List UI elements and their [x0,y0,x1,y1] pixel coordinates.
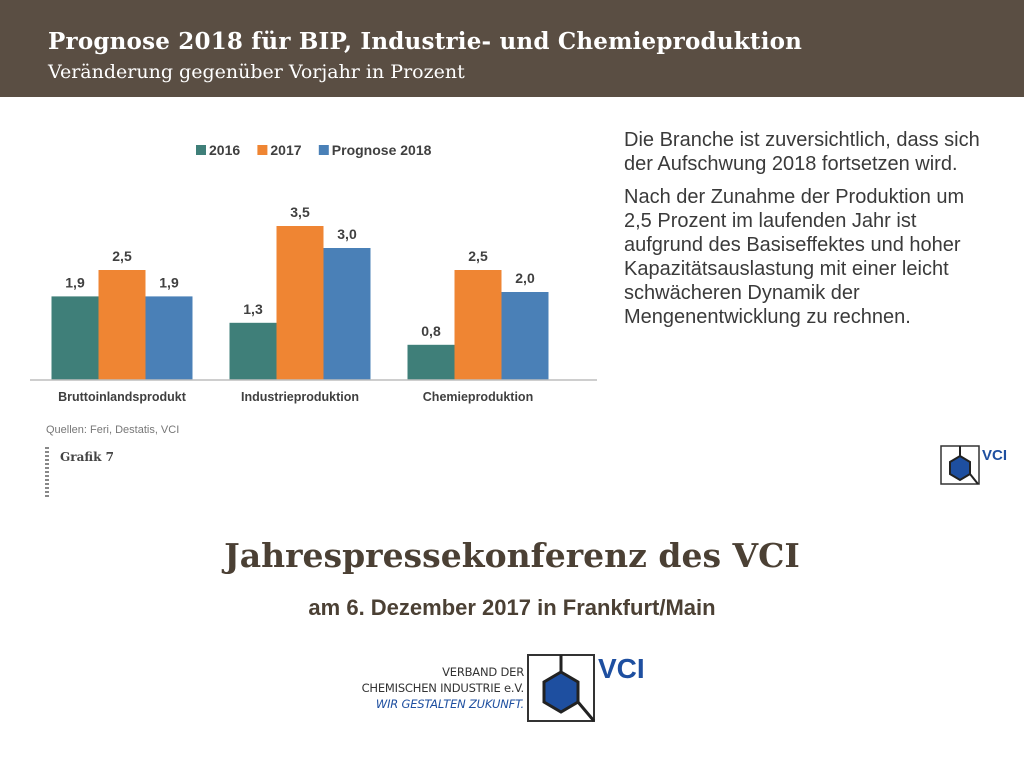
legend-swatch-1 [257,145,268,155]
data-label-0-1: 2,5 [112,248,132,264]
legend-swatch-0 [196,145,206,155]
bar-2-0 [407,344,455,380]
bar-0-0 [51,296,99,380]
category-label-1: Industrieproduktion [241,390,359,404]
data-label-1-1: 3,5 [290,204,310,220]
org-line-2: CHEMISCHEN INDUSTRIE e.V. [361,681,525,695]
org-line-1: VERBAND DER [442,665,524,679]
bar-chart: 2016 2017 Prognose 2018 1,9 2,5 1,9 Bruttoinla… [30,142,597,404]
bar-0-2 [145,296,193,380]
bar-2-2 [501,292,549,380]
data-label-0-0: 1,9 [65,274,85,290]
data-label-1-0: 1,3 [243,301,263,317]
slide-subtitle: Veränderung gegenüber Vorjahr in Prozent [48,61,465,83]
event-title: Jahrespressekonferenz des VCI [224,536,800,575]
legend-label-2: Prognose 2018 [332,142,432,158]
data-label-2-0: 0,8 [421,323,441,339]
data-label-2-1: 2,5 [468,248,488,264]
category-label-0: Bruttoinlandsprodukt [58,390,187,404]
organization-name: VERBAND DER CHEMISCHEN INDUSTRIE e.V. WI… [360,664,525,712]
commentary-paragraph-2: Nach der Zunahme der Produktion um 2,5 P… [624,186,965,328]
bar-0-1 [98,270,146,380]
chart-source: Quellen: Feri, Destatis, VCI [46,424,180,436]
bar-1-0 [229,322,277,380]
vci-logo-large: VCI [527,653,645,722]
data-label-2-2: 2,0 [515,270,535,286]
category-label-2: Chemieproduktion [423,390,533,404]
vci-logo-small-text: VCI [982,447,1007,464]
grafik-marker [45,447,49,497]
data-label-0-2: 1,9 [159,274,179,290]
org-tagline: WIR GESTALTEN ZUKUNFT. [375,697,524,711]
commentary-text: Die Branche ist zuversichtlich, dass sic… [624,128,994,338]
legend-label-1: 2017 [270,142,301,158]
vci-logo-small: VCI [940,445,1007,485]
bar-1-1 [276,226,324,380]
grafik-label: Grafik 7 [60,450,114,464]
bar-1-2 [323,248,371,380]
legend-label-0: 2016 [209,142,240,158]
legend-swatch-2 [318,145,329,155]
slide-title: Prognose 2018 für BIP, Industrie- und Ch… [48,28,803,55]
event-date: am 6. Dezember 2017 in Frankfurt/Main [308,595,716,620]
vci-logo-large-text: VCI [598,653,645,684]
header-bar: Prognose 2018 für BIP, Industrie- und Ch… [0,0,1024,97]
data-label-1-2: 3,0 [337,226,357,242]
bar-2-1 [454,270,502,380]
commentary-paragraph-1: Die Branche ist zuversichtlich, dass sic… [624,129,980,175]
